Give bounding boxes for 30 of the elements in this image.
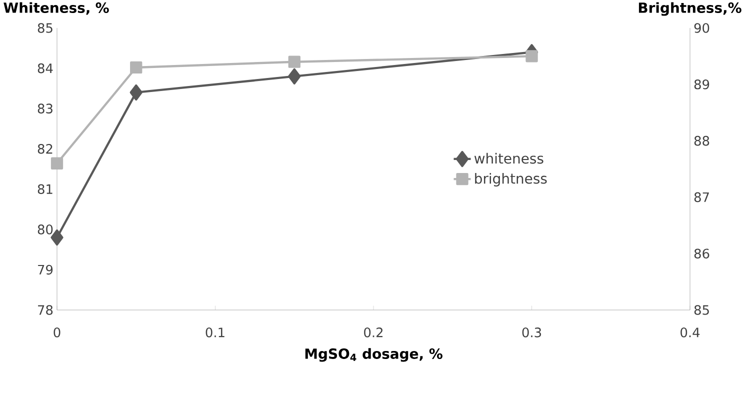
x-axis-title: MgSO$_{4}$ dosage, %: [305, 348, 442, 362]
point: [288, 56, 300, 68]
y-tick-label: 82: [38, 144, 52, 154]
y2-axis-title: Brightness,%: [638, 2, 742, 16]
y-tick-label: 83: [38, 104, 52, 114]
point: [288, 68, 301, 84]
y-tick-label: 81: [38, 184, 52, 194]
y2-tick-label: 85: [694, 305, 709, 315]
x-tick-label: 0.4: [680, 328, 700, 338]
point: [50, 157, 64, 170]
x-tick-label: 0: [54, 328, 60, 338]
y2-tick-label: 87: [694, 192, 709, 202]
y2-tick-label: 86: [694, 248, 710, 258]
point: [526, 50, 538, 62]
y2-tick-label: 90: [694, 23, 710, 33]
legend-label: whiteness: [474, 152, 544, 164]
point: [130, 61, 142, 74]
y-tick-label: 78: [38, 305, 53, 315]
y-axis-title: Whiteness, %: [4, 2, 109, 15]
point: [130, 84, 142, 101]
y-tick-label: 79: [38, 264, 53, 275]
y2-tick-label: 89: [694, 80, 710, 90]
y-tick-label: 85: [38, 23, 52, 33]
x-tick-label: 0.1: [206, 328, 224, 338]
y2-tick-label: 88: [694, 136, 710, 146]
legend-label: brightness: [475, 172, 547, 186]
x-tick-label: 0.3: [522, 328, 542, 338]
x-tick-label: 0.2: [364, 328, 382, 338]
y-tick-label: 80: [38, 224, 53, 234]
y-tick-label: 84: [38, 63, 53, 74]
